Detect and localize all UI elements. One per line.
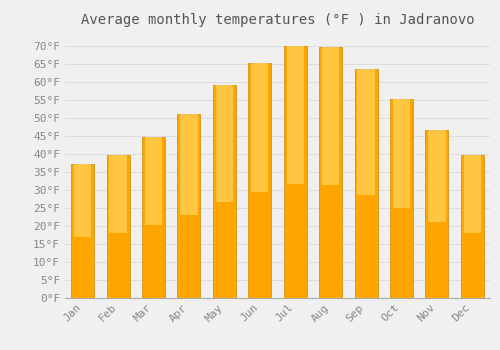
Bar (284, 46, 306, 298)
Bar (426, 130, 448, 298)
Bar (213, 85, 236, 298)
Bar (322, 47, 340, 185)
Bar (319, 47, 342, 298)
Bar (461, 155, 484, 298)
Bar (110, 155, 127, 233)
Bar (428, 130, 446, 222)
Bar (358, 69, 374, 195)
Bar (390, 99, 413, 298)
Bar (178, 114, 201, 298)
Bar (248, 63, 272, 298)
Bar (180, 114, 198, 215)
Bar (251, 63, 268, 192)
Bar (74, 164, 92, 237)
Title: Average monthly temperatures (°F ) in Jadranovo: Average monthly temperatures (°F ) in Ja… (80, 13, 474, 27)
Bar (142, 137, 165, 298)
Bar (464, 155, 481, 233)
Bar (145, 137, 162, 225)
Bar (216, 85, 233, 202)
Bar (286, 46, 304, 184)
Bar (106, 155, 130, 298)
Bar (354, 69, 378, 297)
Bar (71, 164, 94, 298)
Bar (393, 99, 410, 208)
